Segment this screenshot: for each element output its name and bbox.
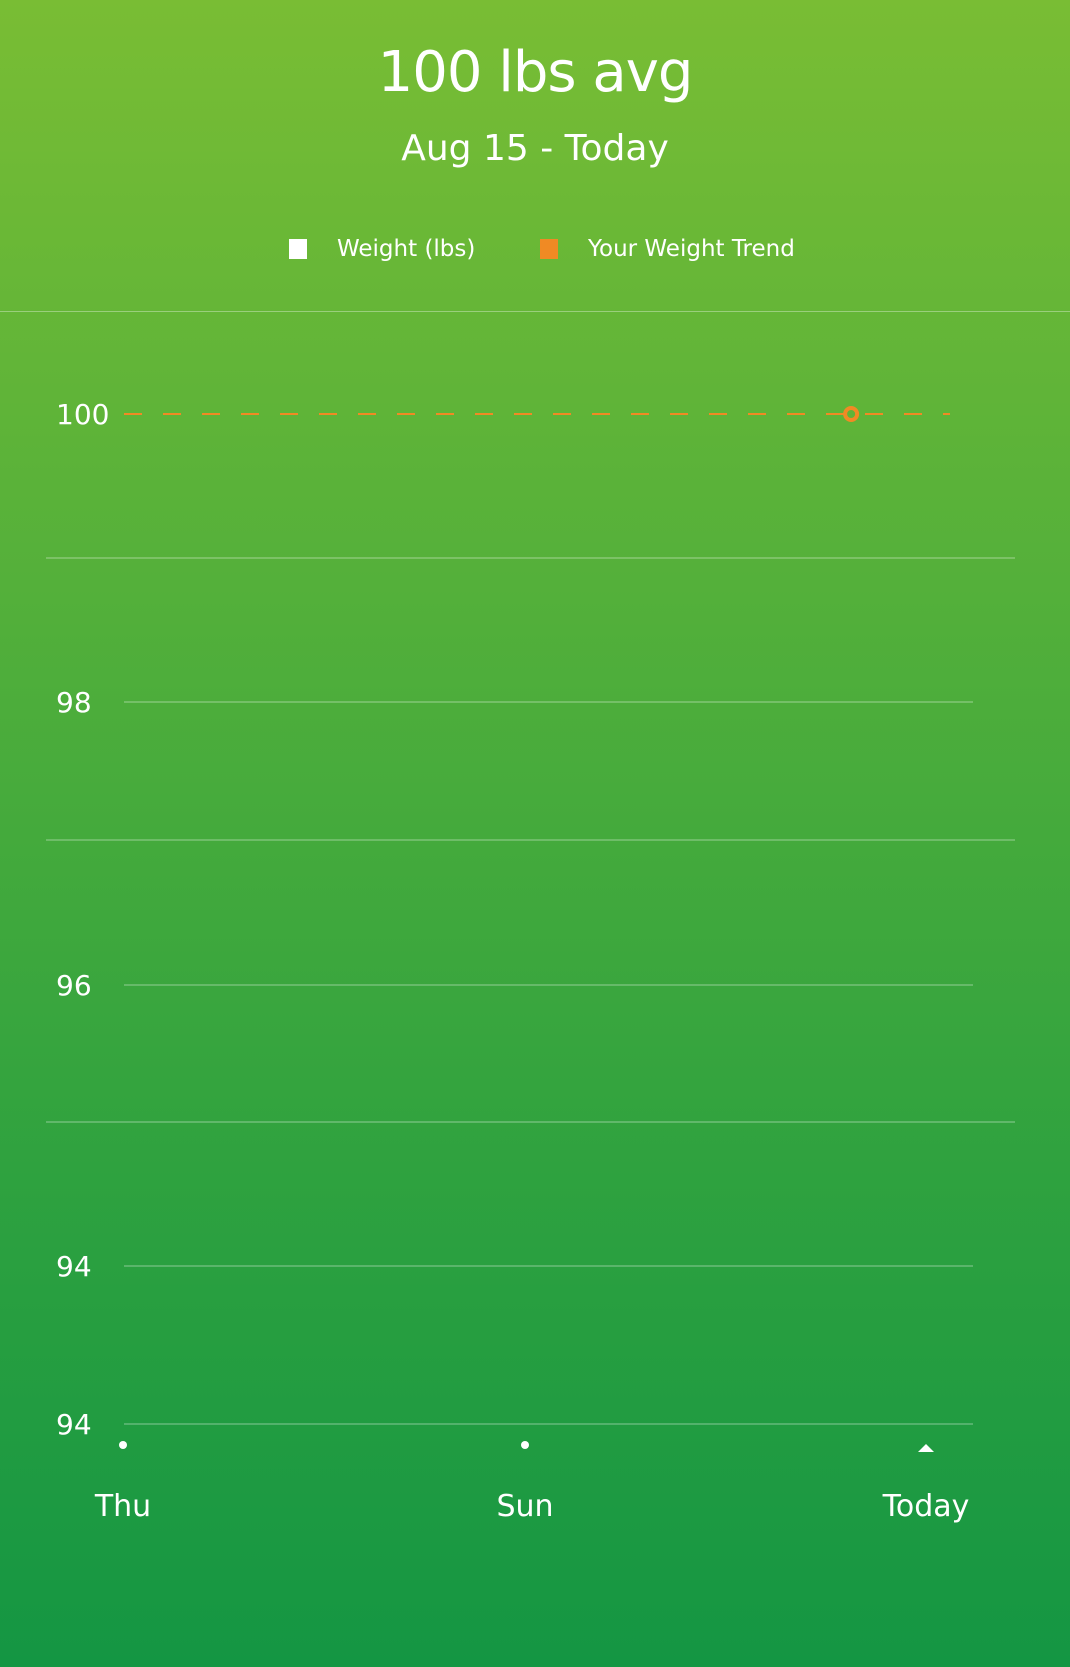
x-tick-label: Sun <box>496 1489 553 1524</box>
legend-item-trend[interactable]: Your Weight Trend <box>540 236 795 262</box>
chart-subtitle: Aug 15 - Today <box>401 128 669 169</box>
legend-item-weight[interactable]: Weight (lbs) <box>289 236 475 262</box>
y-tick-label: 98 <box>56 686 92 719</box>
x-marker-dot <box>119 1441 127 1449</box>
chart-title: 100 lbs avg <box>377 40 694 105</box>
trend-point <box>843 406 860 422</box>
x-tick-label: Thu <box>94 1489 151 1524</box>
legend-label-weight: Weight (lbs) <box>337 236 476 262</box>
y-tick-label: 94 <box>56 1408 92 1441</box>
x-marker-triangle <box>918 1444 934 1452</box>
legend-swatch-trend <box>540 239 558 259</box>
y-tick-label: 100 <box>56 398 109 431</box>
x-tick-label: Today <box>882 1489 970 1524</box>
y-tick-label: 96 <box>56 969 92 1002</box>
chart-header: 100 lbs avg Aug 15 - Today Weight (lbs) … <box>0 0 1070 312</box>
x-marker-dot <box>521 1441 529 1449</box>
legend-label-trend: Your Weight Trend <box>588 236 795 262</box>
chart-legend: Weight (lbs) Your Weight Trend <box>0 236 1070 276</box>
y-tick-label: 94 <box>56 1250 92 1283</box>
legend-swatch-weight <box>289 239 307 259</box>
